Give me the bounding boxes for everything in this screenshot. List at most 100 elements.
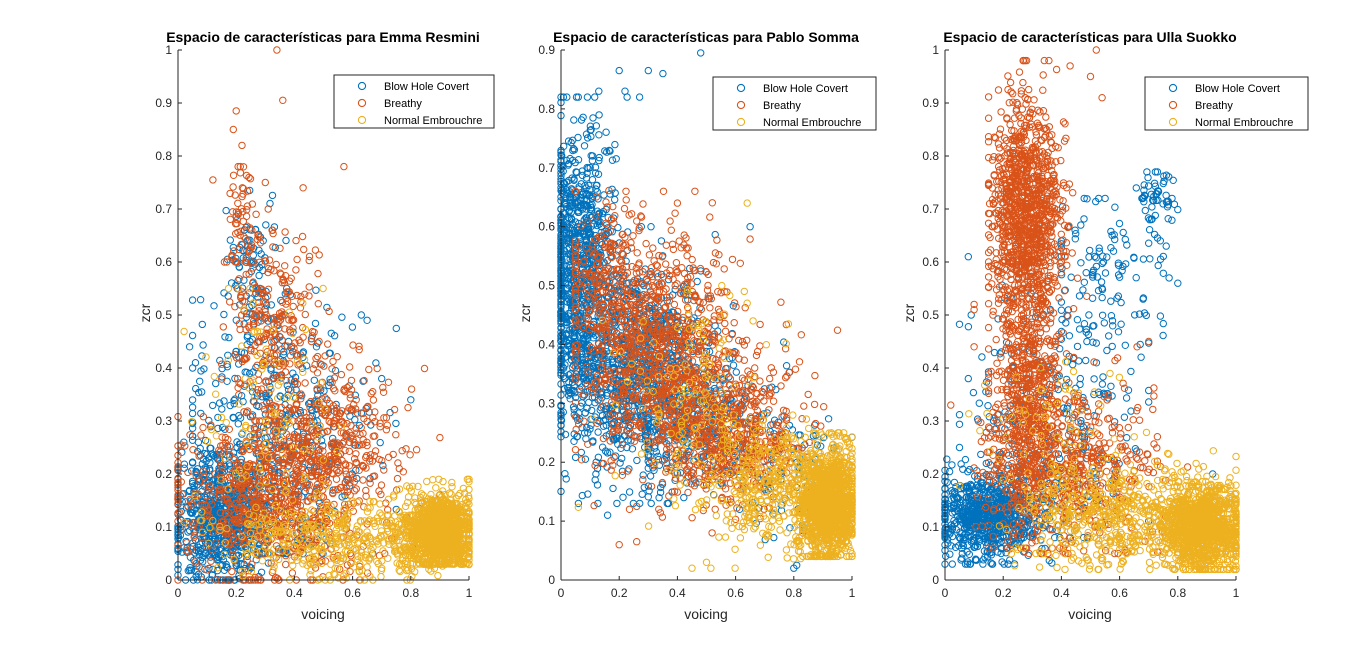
data-point xyxy=(300,556,308,564)
data-point xyxy=(209,451,218,460)
data-point xyxy=(404,493,413,501)
data-point xyxy=(332,526,340,534)
data-point xyxy=(256,452,265,460)
data-point xyxy=(231,395,239,403)
data-point xyxy=(293,503,301,511)
data-point xyxy=(341,431,350,439)
data-point xyxy=(211,470,219,478)
data-point xyxy=(272,260,280,269)
data-point xyxy=(234,162,242,171)
data-point xyxy=(447,496,455,504)
data-point xyxy=(261,254,269,262)
data-point xyxy=(281,522,290,531)
data-point xyxy=(465,560,473,569)
data-point xyxy=(258,402,267,410)
data-point xyxy=(301,290,309,298)
data-point xyxy=(429,560,437,568)
data-point xyxy=(229,414,238,422)
data-point xyxy=(369,413,377,422)
data-point xyxy=(266,549,274,557)
data-point xyxy=(410,516,418,524)
data-point xyxy=(198,388,206,396)
data-point xyxy=(291,377,299,386)
data-point xyxy=(341,547,350,556)
data-point xyxy=(403,564,411,572)
data-point xyxy=(319,447,327,455)
data-point xyxy=(191,558,199,566)
data-point xyxy=(220,467,229,475)
data-point xyxy=(351,544,359,553)
data-point xyxy=(274,381,282,389)
data-point xyxy=(245,384,253,392)
data-point xyxy=(305,252,314,261)
data-point xyxy=(433,497,441,505)
data-point xyxy=(252,435,261,443)
data-point xyxy=(406,552,414,560)
data-point xyxy=(270,559,278,567)
data-point xyxy=(337,533,345,541)
data-point xyxy=(238,567,246,576)
data-point xyxy=(190,531,199,539)
data-point xyxy=(289,496,297,504)
data-point xyxy=(186,564,194,572)
data-point xyxy=(318,475,327,484)
data-point xyxy=(225,473,234,482)
data-point xyxy=(289,348,297,356)
data-point xyxy=(294,351,302,360)
data-point xyxy=(188,458,197,466)
data-point xyxy=(350,441,358,449)
data-point xyxy=(220,397,228,405)
data-point xyxy=(273,453,281,462)
data-point xyxy=(366,497,374,506)
plot-area xyxy=(174,46,473,584)
data-point xyxy=(462,496,470,504)
data-point xyxy=(333,447,341,456)
data-point xyxy=(416,493,425,502)
data-point xyxy=(367,546,375,554)
data-point xyxy=(376,438,384,447)
data-point xyxy=(313,460,321,468)
data-point xyxy=(356,517,365,525)
data-point xyxy=(235,320,244,328)
data-point xyxy=(206,458,214,467)
data-point xyxy=(274,461,283,470)
y-tick-label: 0 xyxy=(165,573,172,587)
data-point xyxy=(448,560,456,568)
data-point xyxy=(232,230,240,238)
data-point xyxy=(425,565,433,573)
data-point xyxy=(261,463,269,472)
data-point xyxy=(282,487,290,495)
data-point xyxy=(330,374,339,382)
data-point xyxy=(362,486,370,495)
data-point xyxy=(270,351,279,360)
data-point xyxy=(321,510,329,518)
legend-item: Blow Hole Covert xyxy=(357,81,469,93)
data-point xyxy=(230,461,239,469)
data-point xyxy=(340,505,348,513)
y-tick-label: 0.2 xyxy=(155,467,172,481)
data-point xyxy=(306,571,314,579)
data-point xyxy=(363,441,371,450)
data-point xyxy=(314,433,322,441)
data-point xyxy=(295,482,304,490)
data-point xyxy=(279,276,287,284)
data-point xyxy=(188,331,197,340)
data-point xyxy=(326,531,334,539)
data-point xyxy=(195,388,203,397)
data-point xyxy=(183,543,191,552)
data-point xyxy=(456,547,464,555)
data-point xyxy=(282,560,290,569)
data-point xyxy=(279,96,287,105)
data-point xyxy=(454,491,462,500)
y-tick-label: 0.7 xyxy=(155,202,172,216)
data-point xyxy=(240,505,249,513)
data-point xyxy=(232,480,240,488)
data-point xyxy=(435,475,443,483)
data-point xyxy=(194,543,203,552)
data-point xyxy=(343,407,352,415)
data-point xyxy=(235,391,243,399)
data-point xyxy=(287,274,295,282)
data-point xyxy=(307,520,316,529)
y-tick-label: 0.8 xyxy=(155,149,172,163)
data-point xyxy=(269,566,277,575)
